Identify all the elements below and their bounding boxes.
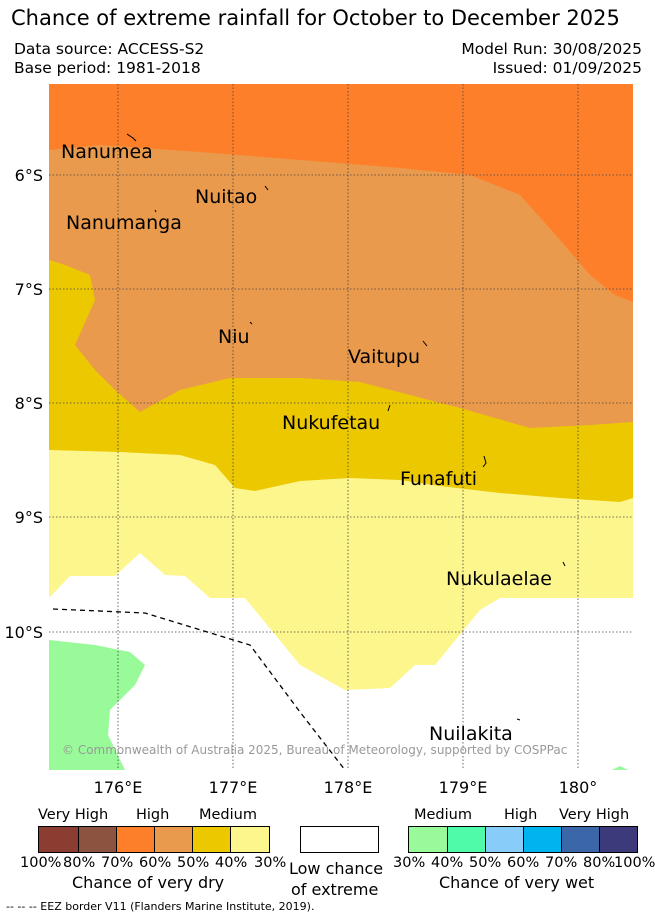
place-label-nuilakita: Nuilakita xyxy=(429,723,513,745)
legend-wet-tick-80: 80% xyxy=(583,855,616,871)
legend-dry-swatch-1 xyxy=(39,827,78,852)
zone-medium-wet-green xyxy=(49,640,145,770)
map-title: Chance of extreme rainfall for October t… xyxy=(11,6,620,30)
legend-dry-tick-100: 100% xyxy=(20,855,62,871)
data-source-text: Data source: ACCESS-S2 xyxy=(14,40,205,58)
legend-wet-very-high: Very High xyxy=(559,807,630,823)
place-label-niu: Niu xyxy=(218,326,250,348)
legend-dry-high: High xyxy=(136,807,170,823)
lat-label-6s: 6°S xyxy=(15,166,43,185)
legend-dry-caption: Chance of very dry xyxy=(72,873,225,892)
lat-label-10s: 10°S xyxy=(4,623,43,642)
legend-wet-high: High xyxy=(504,807,538,823)
place-label-nuitao: Nuitao xyxy=(195,186,257,208)
legend-wet-tick-30: 30% xyxy=(393,855,426,871)
lon-label-178e: 178°E xyxy=(324,778,373,797)
legend-dry-swatch-5 xyxy=(192,827,230,852)
legend-wet-swatch-2 xyxy=(447,827,485,852)
legend-wet-tick-70: 70% xyxy=(545,855,578,871)
legend-wet-swatch-3 xyxy=(485,827,523,852)
lat-label-9s: 9°S xyxy=(15,508,43,527)
lon-label-176e: 176°E xyxy=(94,778,143,797)
lon-label-179e: 179°E xyxy=(439,778,488,797)
legend-wet-caption: Chance of very wet xyxy=(439,873,595,892)
place-label-vaitupu: Vaitupu xyxy=(348,346,420,368)
zone-low-chance xyxy=(49,553,633,770)
legend-wet-swatch-4 xyxy=(523,827,561,852)
island-marks xyxy=(126,133,566,721)
place-label-funafuti: Funafuti xyxy=(400,468,477,490)
legend-dry-tick-80: 80% xyxy=(63,855,96,871)
legend-wet-swatch-6 xyxy=(599,827,637,852)
eez-border-note: -- -- -- EEZ border V11 (Flanders Marine… xyxy=(6,900,315,913)
grid-lines xyxy=(49,84,633,770)
lat-label-7s: 7°S xyxy=(15,280,43,299)
legend-wet-tick-40: 40% xyxy=(431,855,464,871)
legend-dry-swatch-6 xyxy=(230,827,269,852)
legend-wet-tick-100: 100% xyxy=(614,855,655,871)
place-label-nanumea: Nanumea xyxy=(61,141,153,163)
legend-dry-medium: Medium xyxy=(199,807,257,823)
legend-dry-swatch-4 xyxy=(154,827,192,852)
legend-dry-tick-30: 30% xyxy=(254,855,287,871)
place-label-nukulaelae: Nukulaelae xyxy=(446,568,552,590)
legend-wet-medium: Medium xyxy=(414,807,472,823)
legend-wet-tick-50: 50% xyxy=(469,855,502,871)
model-run-text: Model Run: 30/08/2025 xyxy=(461,40,642,58)
legend-wet-colorbar xyxy=(408,826,638,853)
legend-dry-tick-40: 40% xyxy=(215,855,248,871)
legend-dry-swatch-2 xyxy=(78,827,116,852)
legend-dry-tick-60: 60% xyxy=(139,855,172,871)
legend-wet-swatch-5 xyxy=(561,827,599,852)
copyright-text: © Commonwealth of Australia 2025, Bureau… xyxy=(62,743,567,757)
legend-low-swatch xyxy=(300,826,379,853)
legend-dry-swatch-3 xyxy=(116,827,154,852)
legend-dry-tick-50: 50% xyxy=(177,855,210,871)
legend-low-caption-1: Low chance xyxy=(289,859,384,878)
place-label-nanumanga: Nanumanga xyxy=(66,212,182,234)
legend-low-caption-2: of extreme xyxy=(291,880,379,899)
legend-wet-tick-60: 60% xyxy=(507,855,540,871)
legend-dry-very-high: Very High xyxy=(38,807,109,823)
lon-label-177e: 177°E xyxy=(209,778,258,797)
legend-dry-tick-70: 70% xyxy=(101,855,134,871)
place-label-nukufetau: Nukufetau xyxy=(282,412,380,434)
issued-text: Issued: 01/09/2025 xyxy=(492,59,642,77)
eez-border xyxy=(52,608,346,770)
base-period-text: Base period: 1981-2018 xyxy=(14,59,201,77)
lon-label-180: 180° xyxy=(559,778,598,797)
legend-dry-colorbar xyxy=(38,826,270,853)
lat-label-8s: 8°S xyxy=(15,394,43,413)
legend-wet-swatch-1 xyxy=(409,827,447,852)
